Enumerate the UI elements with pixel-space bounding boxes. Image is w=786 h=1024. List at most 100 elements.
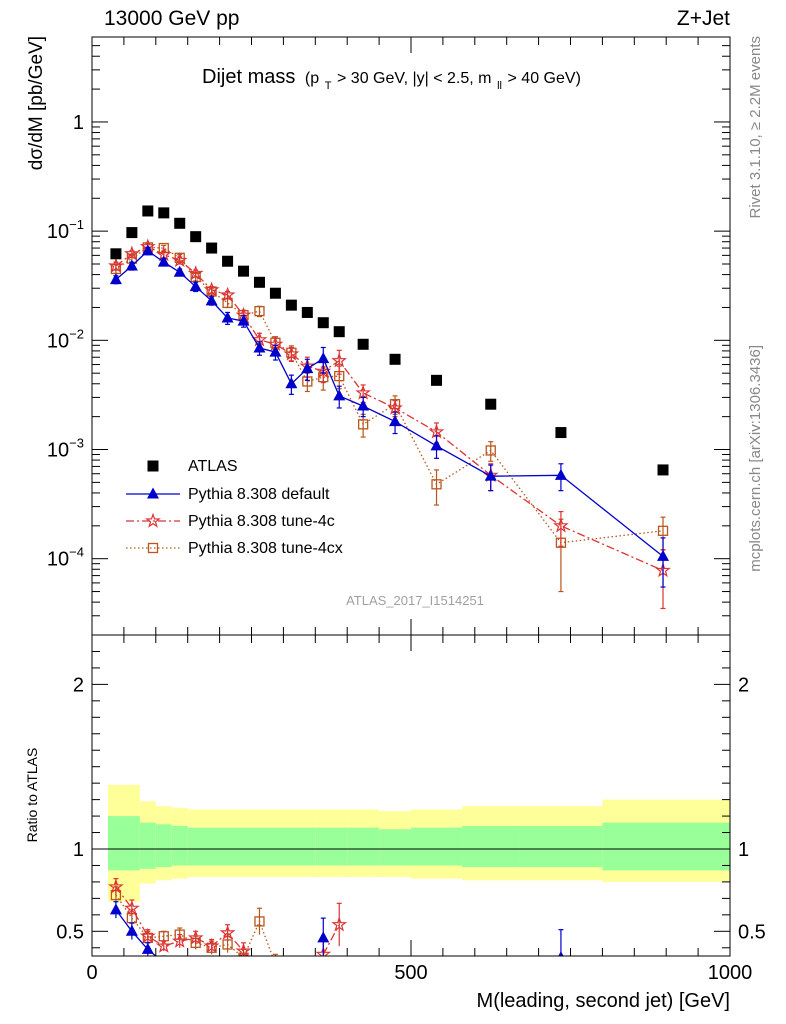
band-inner bbox=[251, 827, 316, 866]
point-atlas bbox=[357, 338, 369, 350]
point-default bbox=[333, 389, 346, 401]
band-inner bbox=[519, 825, 603, 868]
ratio-point-default bbox=[109, 903, 122, 915]
ratio-point-tune4c bbox=[123, 899, 140, 915]
title-sub-3: > 30 GeV, |y| < 2.5, m bbox=[337, 70, 491, 87]
band-inner bbox=[602, 822, 730, 871]
ratio-frame bbox=[91, 634, 731, 957]
ratio-point-tune4c bbox=[171, 932, 188, 948]
point-default bbox=[189, 280, 202, 292]
point-tune4cx bbox=[254, 306, 265, 317]
point-default bbox=[554, 468, 567, 480]
x-tick-label: 0 bbox=[86, 962, 97, 984]
ratio-line-tune4c bbox=[115, 886, 244, 952]
header-left: 13000 GeV pp bbox=[104, 7, 239, 30]
point-tune4c bbox=[428, 423, 445, 439]
point-default bbox=[389, 415, 402, 427]
band-inner bbox=[187, 827, 252, 866]
point-default bbox=[221, 311, 234, 323]
ratio-point-tune4cx bbox=[254, 916, 265, 927]
point-atlas bbox=[158, 207, 170, 219]
band-inner bbox=[379, 829, 411, 866]
ratio-point-default bbox=[558, 951, 564, 956]
rivet-label: Rivet 3.1.10, ≥ 2.2M events bbox=[747, 36, 764, 219]
legend-label-tune4c: Pythia 8.308 tune-4c bbox=[188, 513, 335, 530]
ratio-point-tune4cx bbox=[271, 960, 280, 969]
title-sub-1: (p bbox=[305, 70, 319, 87]
ratio-y-tick-label-right: 2 bbox=[738, 674, 749, 696]
point-atlas bbox=[333, 326, 345, 338]
legend-symbol-default bbox=[147, 487, 159, 499]
point-default bbox=[301, 362, 314, 374]
band-inner bbox=[107, 816, 140, 871]
series-line-default bbox=[115, 249, 664, 557]
ratio-point-tune4c bbox=[203, 937, 220, 953]
title-sub-2: T bbox=[325, 80, 332, 92]
ratio-point-tune4c bbox=[315, 946, 332, 956]
ratio-y-tick-label-right: 1 bbox=[738, 839, 749, 861]
point-tune4c bbox=[387, 399, 403, 415]
point-tune4c bbox=[219, 286, 236, 302]
ratio-point-tune4c bbox=[235, 942, 252, 956]
band-inner bbox=[155, 824, 172, 868]
mcplots-label: mcplots.cern.ch [arXiv:1306.3436] bbox=[747, 345, 764, 572]
title-sub-5: > 40 GeV) bbox=[508, 70, 581, 87]
title-sub-4: ll bbox=[497, 80, 502, 92]
ratio-bands bbox=[107, 784, 730, 902]
point-tune4cx bbox=[431, 479, 442, 490]
legend-marker-tune4c bbox=[126, 512, 180, 528]
legend-entry-default: Pythia 8.308 default bbox=[126, 486, 330, 503]
ratio-point-default bbox=[141, 942, 154, 954]
legend-entry-tune4c: Pythia 8.308 tune-4c bbox=[126, 512, 335, 530]
point-default bbox=[484, 469, 497, 481]
main-y-ticks: 1 10−1 10−2 10−3 10−4 bbox=[47, 36, 730, 636]
legend-entry-tune4cx: Pythia 8.308 tune-4cx bbox=[126, 540, 343, 557]
point-tune4c bbox=[355, 384, 372, 400]
point-default bbox=[205, 294, 218, 306]
series-atlas bbox=[110, 205, 669, 476]
point-default bbox=[430, 439, 443, 451]
ratio-point-tune4c bbox=[331, 916, 348, 932]
band-inner bbox=[462, 825, 520, 868]
legend-symbol-tune4c bbox=[145, 512, 161, 528]
main-x-ticks bbox=[91, 37, 731, 635]
point-tune4c bbox=[552, 517, 569, 533]
ratio-point-default bbox=[125, 924, 138, 936]
legend-entry-atlas: ATLAS bbox=[147, 458, 238, 475]
ratio-y-tick-label: 0.5 bbox=[56, 921, 84, 943]
point-tune4c bbox=[203, 281, 220, 297]
point-atlas bbox=[222, 255, 234, 267]
ratio-point-tune4c bbox=[139, 927, 156, 944]
ratio-line-default bbox=[115, 909, 157, 956]
point-atlas bbox=[657, 464, 669, 476]
ratio-point-default bbox=[317, 931, 330, 943]
watermark: ATLAS_2017_I1514251 bbox=[346, 593, 484, 608]
x-tick-label: 500 bbox=[394, 962, 427, 984]
band-inner bbox=[171, 825, 188, 866]
point-default bbox=[285, 377, 298, 389]
main-y-label: dσ/dM [pb/GeV] bbox=[26, 36, 47, 170]
ratio-line-tune4cx bbox=[115, 894, 274, 956]
point-atlas bbox=[431, 374, 443, 386]
ratio-y-tick-label: 2 bbox=[73, 674, 84, 696]
ratio-y-tick-label: 1 bbox=[73, 839, 84, 861]
point-default bbox=[157, 255, 170, 267]
point-atlas bbox=[174, 217, 186, 229]
ratio-series-tune4c bbox=[107, 878, 348, 956]
x-tick-label: 1000 bbox=[708, 962, 753, 984]
ratio-series-default bbox=[109, 901, 564, 956]
band-inner bbox=[139, 822, 156, 869]
point-atlas bbox=[555, 427, 567, 439]
ratio-point-tune4c bbox=[155, 937, 172, 953]
point-atlas bbox=[206, 242, 218, 254]
point-atlas bbox=[238, 265, 250, 277]
x-axis-label: M(leading, second jet) [GeV] bbox=[477, 990, 730, 1012]
point-tune4c bbox=[283, 345, 300, 361]
point-tune4cx bbox=[357, 419, 369, 430]
band-inner bbox=[347, 827, 380, 866]
series-default bbox=[109, 244, 670, 588]
point-tune4c bbox=[107, 257, 124, 273]
point-default bbox=[317, 352, 330, 364]
point-default bbox=[141, 244, 154, 256]
